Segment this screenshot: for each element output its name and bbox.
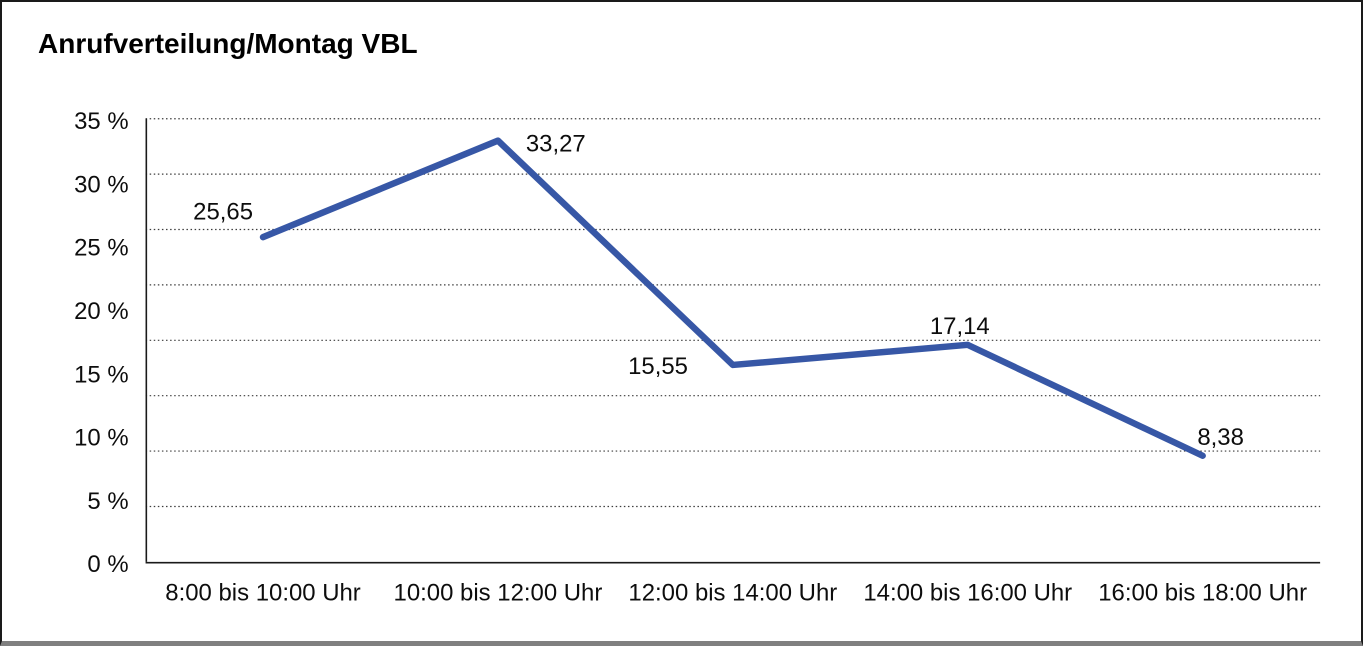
y-tick-label: 15 % bbox=[74, 361, 129, 388]
y-tick-labels: 35 % 30 % 25 % 20 % 15 % 10 % 5 % 0 % bbox=[74, 108, 129, 578]
x-tick-labels: 8:00 bis 10:00 Uhr 10:00 bis 12:00 Uhr 12:… bbox=[165, 580, 1307, 607]
y-tick-label: 10 % bbox=[74, 425, 129, 452]
y-tick-label: 25 % bbox=[74, 235, 129, 262]
y-tick-label: 35 % bbox=[74, 108, 129, 135]
value-label: 33,27 bbox=[526, 131, 586, 158]
y-tick-label: 30 % bbox=[74, 171, 129, 198]
axes bbox=[145, 118, 1321, 564]
y-gridlines bbox=[145, 118, 1321, 508]
x-tick-label: 16:00 bis 18:00 Uhr bbox=[1098, 580, 1307, 607]
x-tick-label: 10:00 bis 12:00 Uhr bbox=[394, 580, 603, 607]
value-label: 15,55 bbox=[628, 353, 688, 380]
x-tick-label: 14:00 bis 16:00 Uhr bbox=[863, 580, 1072, 607]
value-label: 8,38 bbox=[1197, 424, 1244, 451]
y-tick-label: 20 % bbox=[74, 298, 129, 325]
value-labels: 25,65 33,27 15,55 17,14 8,38 bbox=[193, 131, 1244, 451]
value-label: 17,14 bbox=[930, 313, 990, 340]
chart-title: Anrufverteilung/Montag VBL bbox=[38, 28, 418, 59]
series-line bbox=[259, 137, 1206, 459]
x-tick-label: 12:00 bis 14:00 Uhr bbox=[628, 580, 837, 607]
y-tick-label: 0 % bbox=[87, 551, 128, 578]
value-label: 25,65 bbox=[193, 198, 253, 225]
y-tick-label: 5 % bbox=[87, 488, 128, 515]
x-tick-label: 8:00 bis 10:00 Uhr bbox=[165, 580, 361, 607]
